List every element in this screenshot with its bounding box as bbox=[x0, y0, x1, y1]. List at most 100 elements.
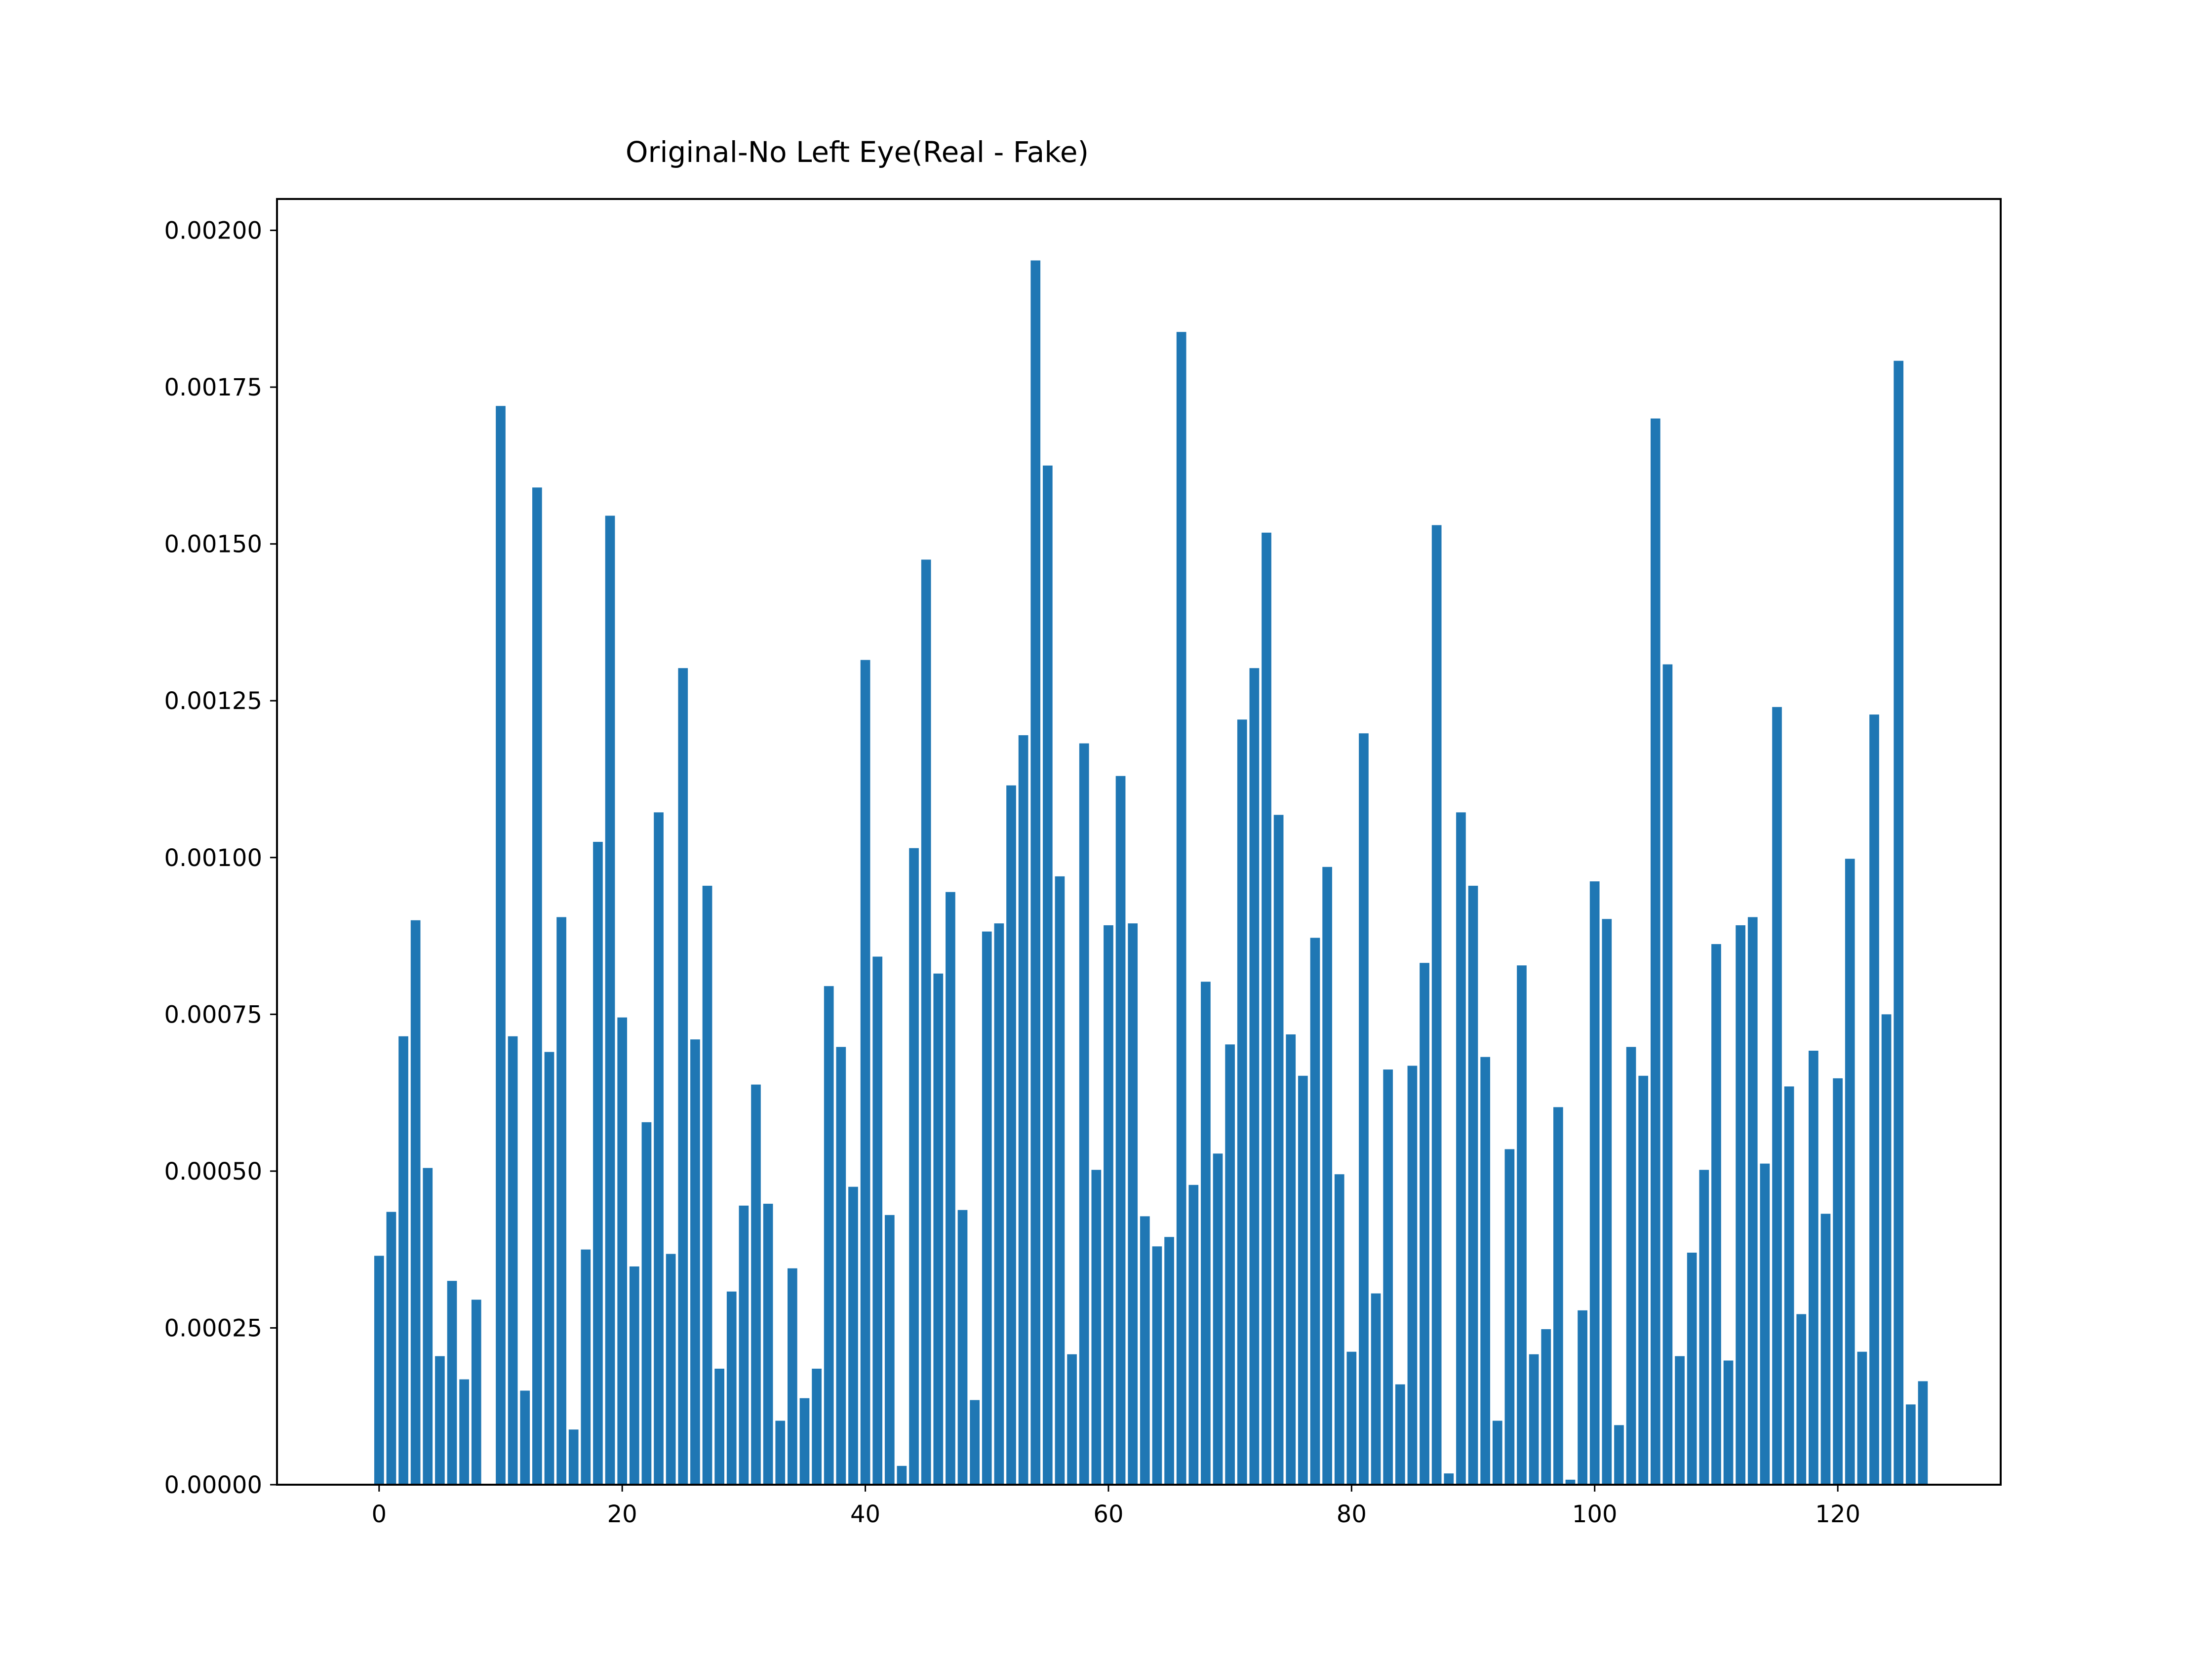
bar-67 bbox=[1188, 1185, 1199, 1485]
bar-83 bbox=[1383, 1069, 1393, 1485]
bar-66 bbox=[1176, 332, 1186, 1485]
bar-117 bbox=[1796, 1314, 1807, 1485]
bar-80 bbox=[1346, 1351, 1357, 1485]
bar-122 bbox=[1857, 1351, 1867, 1485]
bar-49 bbox=[970, 1400, 980, 1485]
bar-43 bbox=[897, 1465, 907, 1485]
bar-88 bbox=[1444, 1473, 1454, 1485]
bar-27 bbox=[702, 885, 712, 1485]
x-tick-label: 0 bbox=[372, 1501, 387, 1528]
bar-124 bbox=[1881, 1014, 1892, 1485]
bar-68 bbox=[1201, 982, 1211, 1485]
bar-87 bbox=[1431, 525, 1442, 1485]
bar-84 bbox=[1395, 1384, 1405, 1485]
bar-10 bbox=[496, 406, 506, 1485]
bar-56 bbox=[1055, 876, 1065, 1485]
bar-34 bbox=[788, 1268, 797, 1485]
bar-2 bbox=[398, 1036, 408, 1485]
bar-100 bbox=[1589, 881, 1600, 1485]
bar-70 bbox=[1225, 1044, 1235, 1485]
bar-64 bbox=[1152, 1246, 1162, 1485]
y-axis: 0.00000 0.00025 0.00050 0.00075 0.00100 0.001… bbox=[164, 217, 277, 1499]
bar-119 bbox=[1820, 1214, 1831, 1485]
bar-77 bbox=[1310, 938, 1320, 1485]
bar-99 bbox=[1578, 1310, 1587, 1485]
bar-75 bbox=[1286, 1034, 1296, 1485]
x-tick-label: 40 bbox=[850, 1501, 880, 1528]
y-tick-label: 0.00175 bbox=[164, 374, 263, 401]
bar-33 bbox=[775, 1421, 786, 1485]
bar-118 bbox=[1809, 1050, 1818, 1485]
bar-52 bbox=[1006, 785, 1016, 1485]
bar-28 bbox=[714, 1369, 724, 1485]
bar-104 bbox=[1638, 1075, 1649, 1485]
bar-123 bbox=[1869, 714, 1879, 1485]
y-tick-label: 0.00125 bbox=[164, 687, 263, 715]
bar-40 bbox=[860, 660, 870, 1485]
bar-116 bbox=[1784, 1086, 1794, 1485]
bar-85 bbox=[1407, 1066, 1418, 1485]
plot-frame bbox=[276, 198, 2002, 1486]
bar-82 bbox=[1371, 1293, 1381, 1485]
bar-73 bbox=[1262, 532, 1271, 1485]
bar-72 bbox=[1249, 668, 1260, 1485]
bar-35 bbox=[799, 1398, 810, 1485]
y-tick-label: 0.00150 bbox=[164, 531, 263, 558]
bar-62 bbox=[1128, 923, 1138, 1485]
bar-115 bbox=[1772, 707, 1782, 1485]
bar-42 bbox=[884, 1215, 895, 1485]
bar-50 bbox=[982, 931, 992, 1485]
bar-12 bbox=[520, 1390, 530, 1485]
x-tick-label: 80 bbox=[1337, 1501, 1367, 1528]
bar-86 bbox=[1420, 963, 1429, 1485]
bar-22 bbox=[641, 1122, 652, 1485]
bar-106 bbox=[1662, 664, 1673, 1485]
bar-126 bbox=[1905, 1404, 1916, 1485]
bar-53 bbox=[1018, 735, 1028, 1485]
bar-101 bbox=[1602, 919, 1612, 1485]
x-tick-label: 20 bbox=[607, 1501, 637, 1528]
y-tick-label: 0.00200 bbox=[164, 217, 263, 245]
bar-107 bbox=[1675, 1356, 1685, 1485]
bar-20 bbox=[617, 1017, 628, 1485]
bar-125 bbox=[1894, 360, 1904, 1485]
bar-71 bbox=[1237, 719, 1247, 1485]
bar-15 bbox=[556, 917, 566, 1485]
bar-38 bbox=[836, 1047, 846, 1485]
bar-102 bbox=[1614, 1425, 1624, 1485]
bar-65 bbox=[1164, 1237, 1174, 1485]
bar-74 bbox=[1273, 815, 1284, 1485]
bar-112 bbox=[1736, 925, 1745, 1485]
bar-36 bbox=[812, 1369, 822, 1485]
chart-title: Original-No Left Eye(Real - Fake) bbox=[626, 135, 1089, 169]
bar-39 bbox=[848, 1186, 858, 1485]
bars-group bbox=[374, 260, 1928, 1485]
bar-51 bbox=[994, 923, 1004, 1485]
bar-92 bbox=[1492, 1421, 1502, 1485]
bar-47 bbox=[946, 892, 955, 1485]
y-tick-label: 0.00025 bbox=[164, 1314, 263, 1342]
y-tick-label: 0.00000 bbox=[164, 1471, 263, 1499]
bar-1 bbox=[386, 1212, 396, 1485]
bar-76 bbox=[1298, 1075, 1308, 1485]
bar-96 bbox=[1541, 1329, 1551, 1485]
bar-37 bbox=[824, 986, 834, 1485]
bar-45 bbox=[921, 559, 931, 1485]
bar-3 bbox=[410, 920, 421, 1485]
bar-26 bbox=[690, 1039, 700, 1485]
bar-93 bbox=[1504, 1149, 1515, 1485]
bar-91 bbox=[1480, 1057, 1490, 1485]
bar-5 bbox=[435, 1356, 445, 1485]
bar-0 bbox=[374, 1256, 384, 1485]
bar-103 bbox=[1626, 1047, 1636, 1485]
bar-59 bbox=[1091, 1170, 1102, 1485]
bar-90 bbox=[1468, 885, 1478, 1485]
bar-14 bbox=[544, 1052, 554, 1485]
bar-111 bbox=[1723, 1360, 1734, 1485]
bar-79 bbox=[1334, 1174, 1344, 1485]
bar-105 bbox=[1650, 418, 1660, 1485]
bar-13 bbox=[532, 487, 542, 1485]
bar-54 bbox=[1030, 260, 1041, 1485]
bar-41 bbox=[872, 956, 883, 1485]
